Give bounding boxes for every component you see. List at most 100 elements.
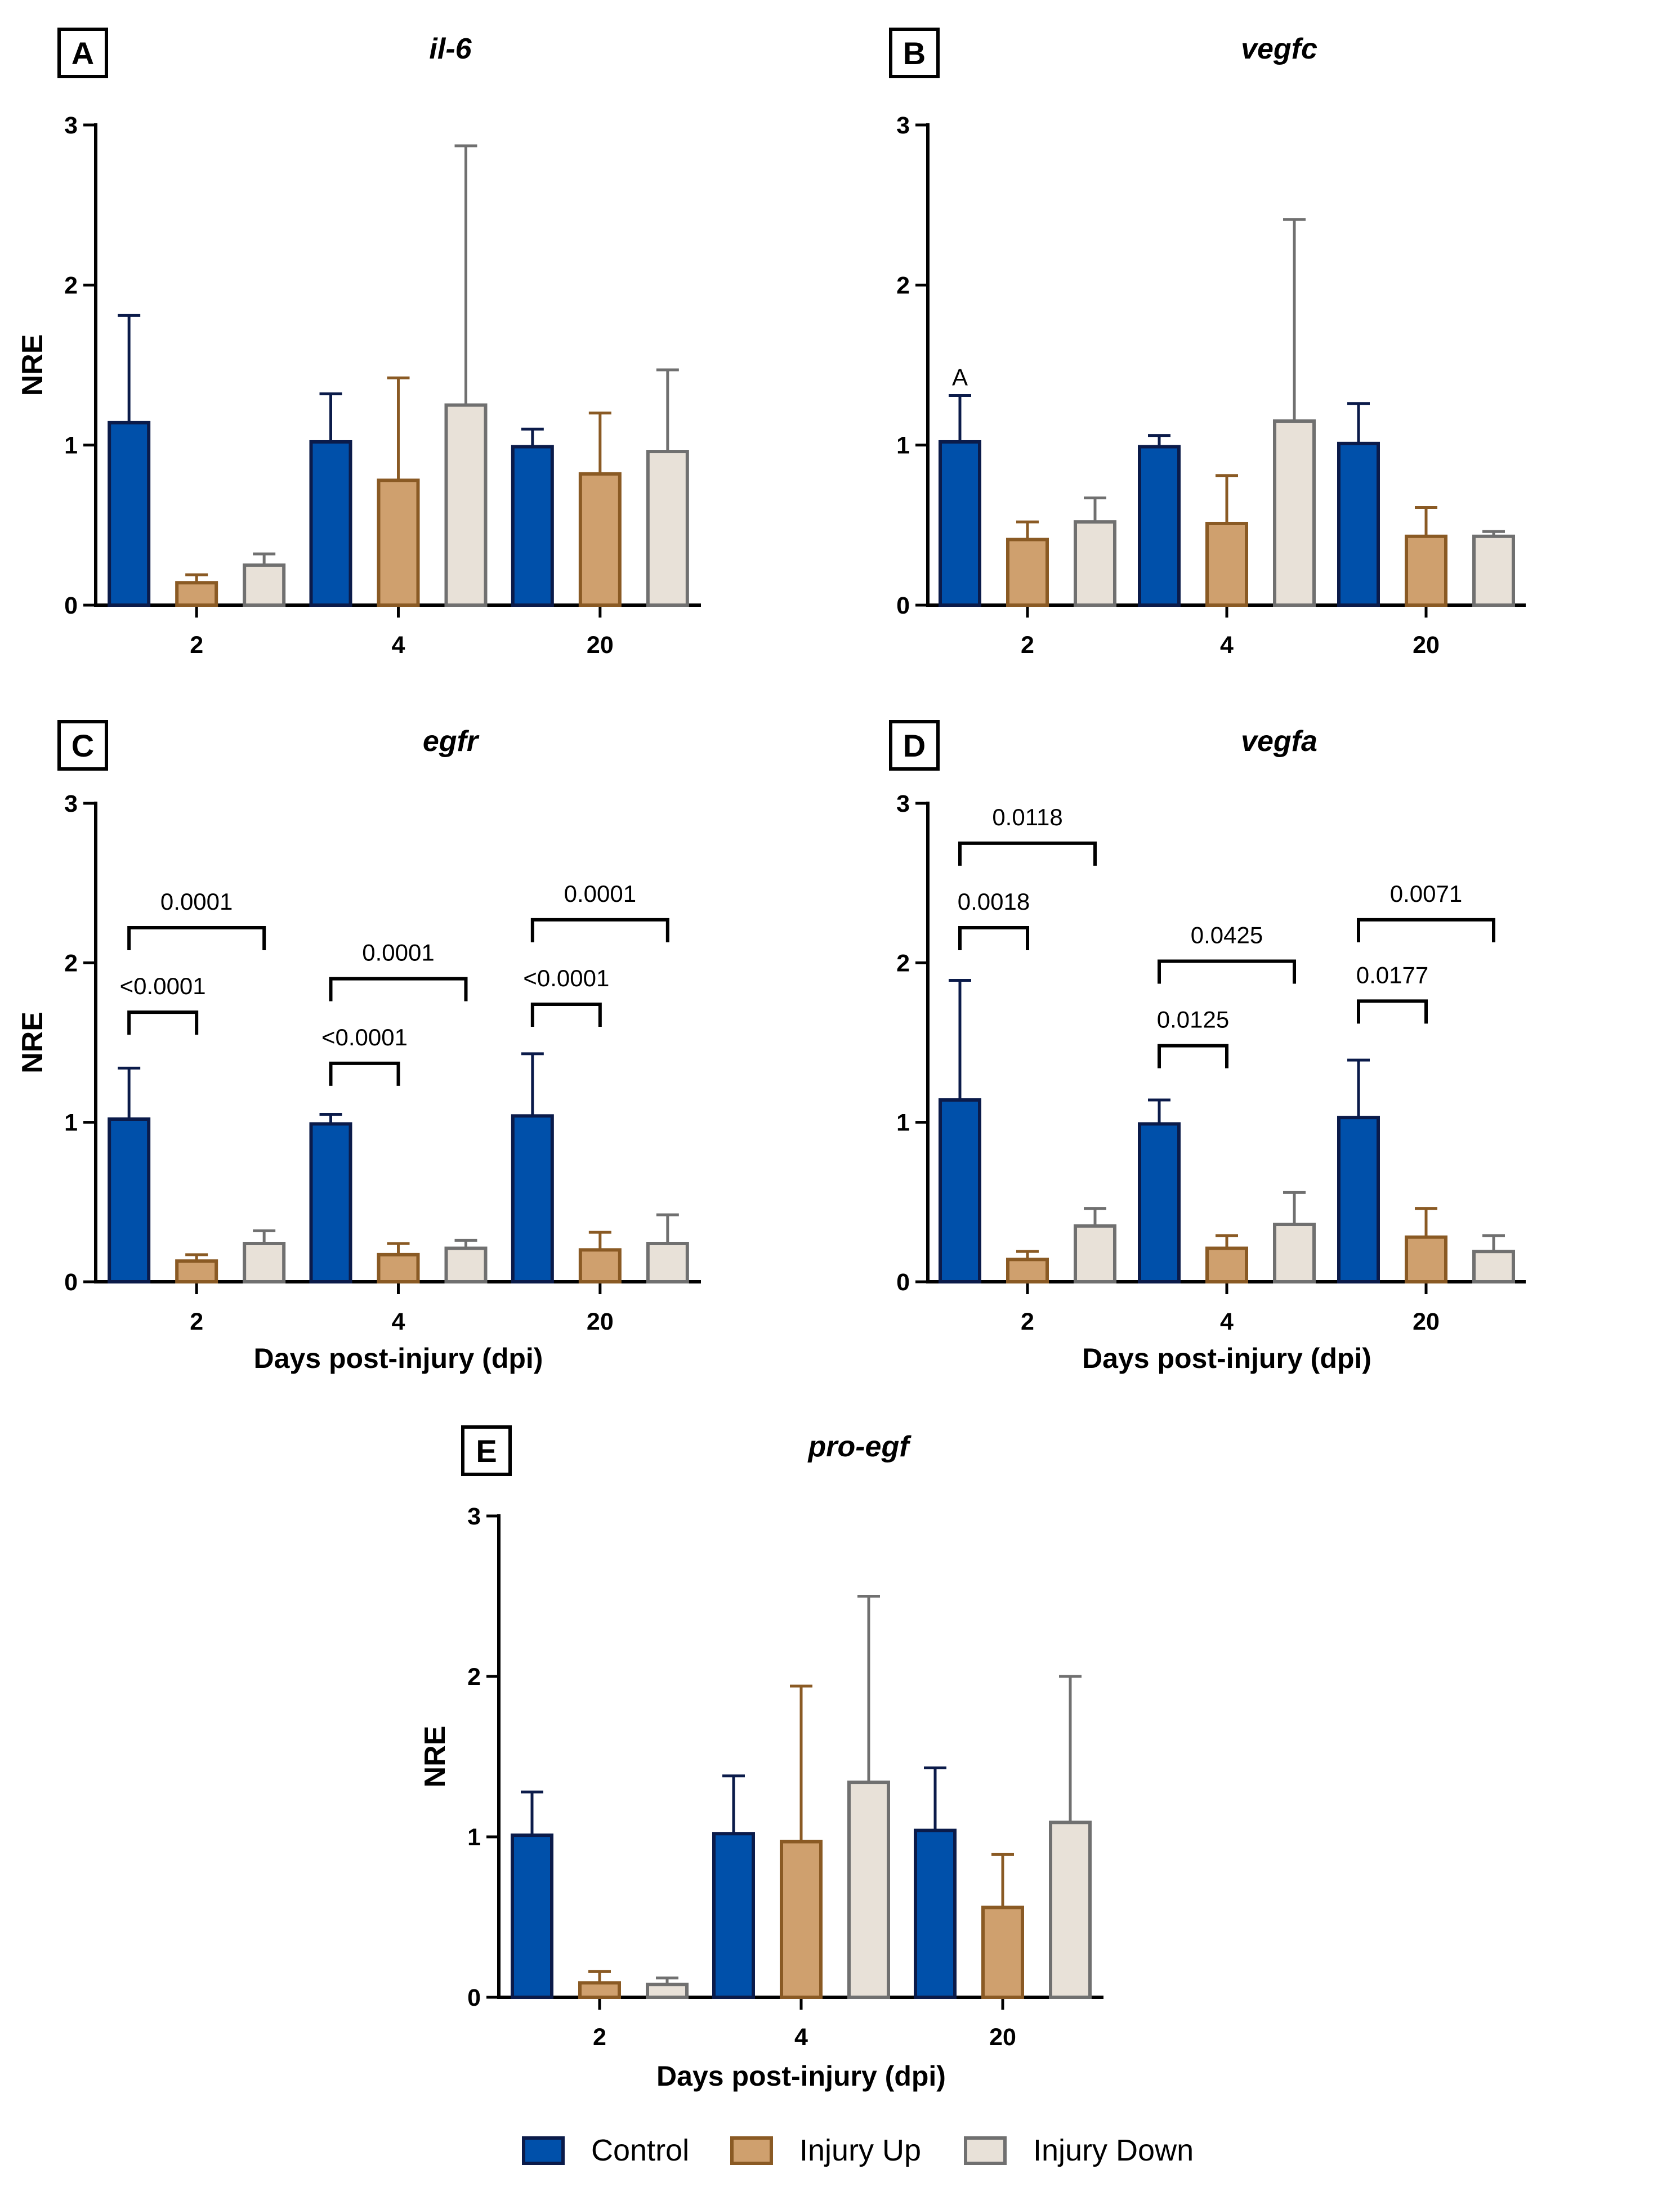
y-tick-label: 3 [896,790,910,817]
x-tick-label: 2 [1021,1308,1034,1335]
bar [243,563,286,607]
bar [1405,1235,1447,1284]
bar [1074,520,1116,607]
panel-title: il-6 [429,33,472,65]
x-tick-label: 2 [190,1308,203,1335]
y-tick-label: 1 [467,1824,481,1851]
p-value-label: 0.0125 [1157,1007,1229,1033]
x-tick-label: 20 [587,1308,614,1335]
x-tick-label: 20 [1413,632,1440,659]
p-value-label: 0.0071 [1390,880,1462,907]
panel-title: pro-egf [807,1430,912,1463]
comparison-bracket [1357,918,1495,942]
x-tick-label: 20 [1413,1308,1440,1335]
bar [646,450,689,607]
panel-title: vegfc [1241,33,1317,65]
bar [1006,1258,1049,1283]
bar [712,1832,755,2000]
bar [646,1242,689,1283]
legend-swatch [522,2136,565,2165]
bar [511,445,554,607]
comparison-bracket [958,926,1029,950]
x-tick-label: 4 [1220,632,1234,659]
bar [1138,445,1181,607]
y-tick-label: 3 [467,1503,481,1530]
x-axis-label: Days post-injury (dpi) [254,1343,543,1374]
x-axis-label: Days post-injury (dpi) [1082,1343,1371,1374]
y-tick-label: 2 [467,1663,481,1690]
panel-title: vegfa [1241,725,1317,758]
bar [1273,1223,1316,1283]
bar [108,421,151,607]
panel-label-box [889,28,940,78]
legend: Control Injury Up Injury Down [522,2134,1194,2167]
y-tick-label: 2 [64,272,78,299]
comparison-bracket [530,918,669,942]
comparison-bracket [329,1061,400,1086]
comparison-bracket [1158,959,1296,984]
bar [1337,1116,1380,1283]
y-axis-label: NRE [16,1012,49,1074]
bar [981,1906,1024,1999]
panel-label-box [57,28,108,78]
panel-label: E [476,1433,497,1469]
p-value-label: 0.0425 [1191,922,1263,949]
bar [939,1098,981,1283]
y-tick-label: 0 [896,1269,910,1296]
p-value-label: 0.0118 [992,804,1062,830]
y-tick-label: 3 [64,790,78,817]
y-tick-label: 0 [467,1984,481,2011]
x-tick-label: 2 [1021,632,1034,659]
y-tick-label: 0 [64,1269,78,1296]
panel-label: A [72,35,94,71]
bar [578,472,622,607]
y-tick-label: 1 [64,1110,78,1137]
legend-label: Control [591,2134,689,2167]
bar [1074,1224,1116,1283]
bar [175,581,218,607]
bar [578,1248,622,1283]
significance-letter: A [952,364,968,391]
bar [646,1983,689,1999]
bar [309,1122,352,1283]
bar [939,440,981,607]
bar [1049,1821,1092,2000]
legend-label: Injury Up [799,2134,921,2167]
comparison-bracket [1158,1044,1228,1068]
bar [1138,1122,1181,1283]
y-tick-label: 2 [64,950,78,977]
panel-label: B [903,35,926,71]
y-tick-label: 3 [896,112,910,139]
p-value-label: 0.0001 [160,888,233,915]
y-tick-label: 3 [64,112,78,139]
bar [780,1840,823,2000]
y-tick-label: 0 [896,592,910,619]
bar [377,478,420,607]
bar [175,1259,218,1284]
legend-label: Injury Down [1033,2134,1194,2167]
y-tick-label: 0 [64,592,78,619]
bar [1205,1246,1248,1283]
comparison-bracket [329,977,468,1001]
x-tick-label: 4 [1220,1308,1234,1335]
x-tick-label: 4 [392,1308,405,1335]
bar [1337,441,1380,607]
panel-label: D [903,728,926,763]
y-axis-label: NRE [16,334,49,396]
bar [914,1828,957,2000]
panel-label-box [889,720,940,771]
bar [511,1114,554,1284]
bar [1006,538,1049,607]
legend-swatch [730,2136,773,2165]
x-tick-label: 4 [794,2024,808,2051]
panel-label: C [72,728,94,763]
x-tick-label: 2 [593,2024,606,2051]
bar [1273,419,1316,607]
comparison-bracket [1357,999,1428,1024]
y-tick-label: 1 [64,432,78,459]
